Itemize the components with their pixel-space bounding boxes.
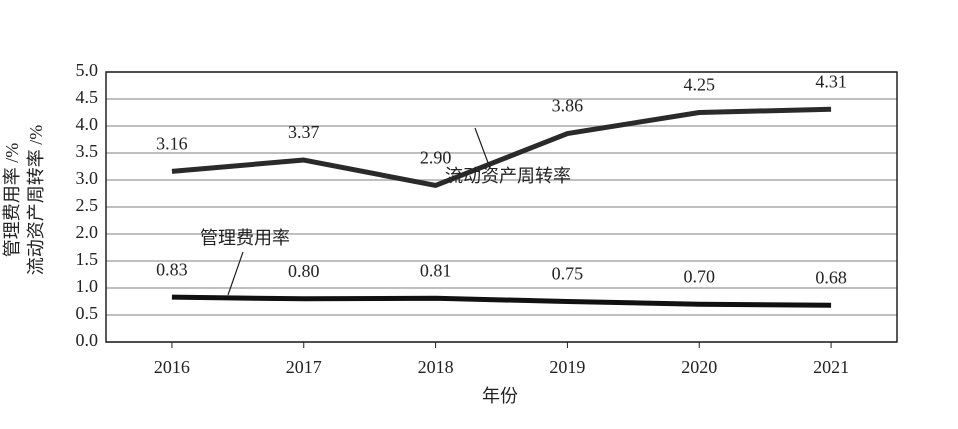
plot-frame xyxy=(105,71,898,343)
data-label: 0.83 xyxy=(156,259,188,279)
y-tick-label: 3.0 xyxy=(76,168,99,188)
y-tick-label: 1.0 xyxy=(76,276,99,296)
leader-line xyxy=(474,127,491,169)
data-label: 4.25 xyxy=(684,75,716,95)
data-label: 3.16 xyxy=(156,133,188,153)
data-label: 4.31 xyxy=(815,71,847,91)
y-tick-label: 3.5 xyxy=(76,141,99,161)
y-tick-label: 1.5 xyxy=(76,249,99,269)
y-tick-label: 2.0 xyxy=(76,222,99,242)
y-tick-label: 4.5 xyxy=(76,87,99,107)
data-label: 0.81 xyxy=(420,260,452,280)
x-tick-label: 2019 xyxy=(549,357,585,377)
y-tick-label: 4.0 xyxy=(76,114,99,134)
leader-line xyxy=(227,251,244,296)
data-label: 0.80 xyxy=(288,261,320,281)
series-line xyxy=(171,106,832,188)
y-axis-label: 流动资产周转率 /% xyxy=(26,125,46,276)
x-tick-label: 2018 xyxy=(418,357,454,377)
data-label: 3.86 xyxy=(552,96,584,116)
y-tick-label: 5.0 xyxy=(76,60,99,80)
x-axis-label: 年份 xyxy=(482,386,518,406)
y-tick-label: 0.0 xyxy=(76,330,99,350)
series-annotation: 流动资产周转率 xyxy=(445,166,571,186)
x-tick-label: 2017 xyxy=(286,357,322,377)
data-label: 2.90 xyxy=(420,148,452,168)
y-axis-label: 管理费用率 /% xyxy=(2,143,22,258)
y-tick-label: 0.5 xyxy=(76,303,99,323)
data-label: 0.75 xyxy=(552,264,584,284)
data-label: 0.70 xyxy=(684,266,716,286)
data-label: 3.37 xyxy=(288,122,320,142)
series-line xyxy=(171,294,832,308)
y-tick-label: 2.5 xyxy=(76,195,99,215)
x-tick-label: 2016 xyxy=(154,357,190,377)
x-tick-label: 2021 xyxy=(813,357,849,377)
x-tick-label: 2020 xyxy=(681,357,717,377)
data-label: 0.68 xyxy=(815,267,847,287)
series-annotation: 管理费用率 xyxy=(200,228,290,248)
